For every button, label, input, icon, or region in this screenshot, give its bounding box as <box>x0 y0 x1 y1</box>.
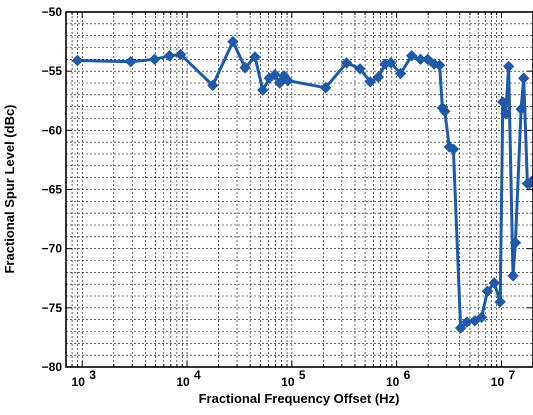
data-point-marker <box>488 277 500 289</box>
data-point-marker <box>526 175 533 187</box>
x-tick-label: 10 <box>281 375 295 389</box>
x-tick-label-exponent: 3 <box>89 368 96 382</box>
data-point-marker <box>385 57 397 69</box>
data-point-marker <box>454 322 467 334</box>
data-point-marker <box>124 55 137 68</box>
data-point-marker <box>372 71 385 83</box>
series-layer <box>71 35 533 334</box>
data-point-marker <box>507 270 519 282</box>
data-point-marker <box>257 84 269 96</box>
y-axis-title: Fractional Spur Level (dBc) <box>2 104 17 273</box>
data-point-marker <box>174 48 187 61</box>
data-point-marker <box>515 103 527 115</box>
data-point-marker <box>497 96 509 108</box>
data-point-marker <box>500 108 512 120</box>
data-point-marker <box>447 143 460 155</box>
data-point-marker <box>439 105 451 118</box>
data-point-marker <box>354 63 366 75</box>
x-tick-label: 10 <box>72 375 86 389</box>
x-tick-label: 10 <box>491 375 505 389</box>
data-point-marker <box>282 74 294 87</box>
x-tick-label-exponent: 4 <box>194 368 201 382</box>
data-point-marker <box>502 60 515 73</box>
data-point-marker <box>269 69 281 81</box>
data-point-marker <box>163 50 176 62</box>
y-tick-label: −75 <box>42 301 63 315</box>
y-tick-label: −80 <box>42 360 63 374</box>
y-tick-label: −60 <box>42 123 63 137</box>
data-point-marker <box>517 72 530 84</box>
x-tick-label-exponent: 7 <box>508 368 515 382</box>
data-point-marker <box>71 54 84 67</box>
x-axis-title: Fractional Frequency Offset (Hz) <box>199 391 400 406</box>
data-point-marker <box>405 50 418 62</box>
data-point-marker <box>239 61 251 74</box>
y-tick-label: −55 <box>42 64 63 78</box>
data-point-marker <box>494 296 506 308</box>
grid <box>65 11 533 368</box>
data-point-marker <box>481 285 494 297</box>
data-point-marker <box>509 237 522 249</box>
y-tick-label: −50 <box>42 5 63 19</box>
data-point-marker <box>340 57 353 69</box>
data-point-marker <box>207 79 219 92</box>
data-point-marker <box>249 51 261 63</box>
data-point-marker <box>422 53 434 66</box>
x-tick-label: 10 <box>386 375 400 389</box>
data-point-marker <box>319 82 332 94</box>
data-point-marker <box>394 67 407 80</box>
data-point-marker <box>433 59 446 71</box>
data-point-marker <box>227 35 239 48</box>
y-tick-label: −70 <box>42 242 63 256</box>
y-tick-label: −65 <box>42 183 63 197</box>
x-tick-label-exponent: 5 <box>299 368 306 382</box>
data-point-marker <box>475 311 488 324</box>
x-tick-label: 10 <box>176 375 190 389</box>
x-tick-label-exponent: 6 <box>404 368 411 382</box>
data-point-marker <box>364 76 376 88</box>
data-point-marker <box>148 53 161 66</box>
